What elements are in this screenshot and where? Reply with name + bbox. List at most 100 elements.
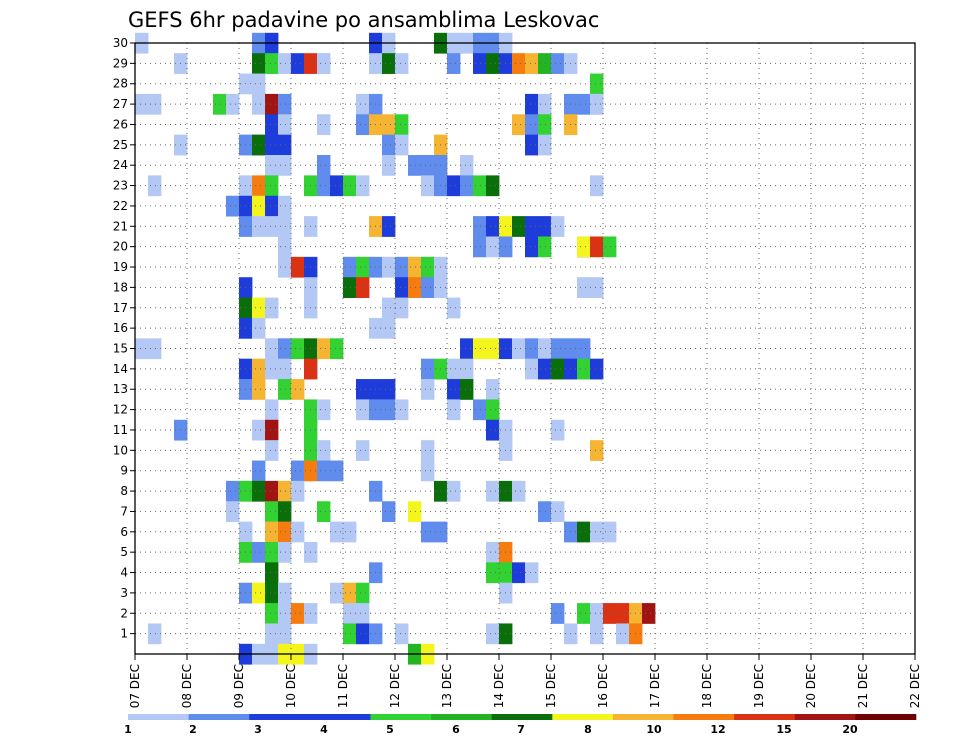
heatmap-cell — [343, 175, 357, 197]
heatmap-cell — [382, 134, 396, 156]
heatmap-cell — [473, 175, 487, 197]
heatmap-cell — [265, 541, 279, 563]
heatmap-cell — [473, 399, 487, 421]
y-tick-label: 25 — [113, 138, 128, 152]
heatmap-cell — [278, 501, 292, 523]
heatmap-cell — [395, 297, 409, 319]
colorbar-segment — [128, 714, 189, 720]
heatmap-cell — [317, 175, 331, 197]
colorbar-label: 6 — [452, 723, 460, 736]
heatmap-cell — [226, 195, 240, 217]
heatmap-cell — [473, 338, 487, 360]
heatmap-cell — [577, 358, 591, 380]
heatmap-cell — [460, 155, 474, 176]
heatmap-cell — [278, 379, 292, 400]
heatmap-cell — [226, 480, 240, 502]
x-tick-label: 10 DEC — [284, 664, 298, 708]
heatmap-cell — [252, 175, 266, 197]
heatmap-cell — [265, 93, 279, 115]
heatmap-cell — [291, 480, 305, 502]
heatmap-cell — [382, 297, 396, 319]
heatmap-cell — [265, 195, 279, 217]
y-tick-label: 30 — [113, 36, 128, 50]
heatmap-cell — [343, 623, 357, 645]
heatmap-cell — [252, 358, 266, 380]
heatmap-cell — [278, 155, 292, 176]
colorbar-segment — [673, 714, 735, 720]
colorbar-segment — [431, 714, 492, 720]
heatmap-cell — [252, 317, 266, 339]
heatmap-cell — [382, 399, 396, 421]
heatmap-cell — [421, 175, 435, 197]
heatmap-cell — [382, 501, 396, 523]
x-axis: 07 DEC 08 DEC 09 DEC 10 DEC 11 DEC 12 DEC 13 D… — [128, 654, 922, 708]
heatmap-cell — [590, 236, 604, 258]
heatmap-cell — [278, 541, 292, 563]
heatmap-cell — [538, 134, 552, 156]
heatmap-cell — [317, 114, 331, 136]
heatmap-cell — [148, 175, 162, 197]
heatmap-cell — [460, 379, 474, 400]
colorbar-segment — [552, 714, 614, 720]
heatmap-cell — [421, 155, 435, 176]
heatmap-cell — [356, 93, 370, 115]
heatmap-cell — [135, 338, 149, 360]
heatmap-cell — [148, 93, 162, 115]
heatmap-cell — [538, 216, 552, 237]
heatmap-cell — [265, 521, 279, 543]
heatmap-cell — [525, 216, 539, 237]
y-tick-label: 10 — [113, 443, 128, 457]
heatmap-cell — [421, 256, 435, 278]
heatmap-cell — [395, 53, 409, 74]
heatmap-cell — [265, 501, 279, 523]
heatmap-cell — [421, 277, 435, 298]
heatmap-cell — [265, 134, 279, 156]
heatmap-cell — [447, 53, 461, 74]
x-tick-label: 15 DEC — [544, 664, 558, 708]
y-tick-label: 7 — [120, 504, 128, 518]
heatmap-cell — [343, 521, 357, 543]
heatmap-cell — [525, 236, 539, 258]
heatmap-cell — [265, 440, 279, 461]
heatmap-cell — [486, 379, 500, 400]
heatmap-cell — [590, 175, 604, 197]
heatmap-cell — [291, 460, 305, 482]
heatmap-cell — [577, 338, 591, 360]
heatmap-cell — [382, 256, 396, 278]
heatmap-cell — [616, 623, 630, 645]
heatmap-cell — [356, 256, 370, 278]
heatmap-cell — [525, 562, 539, 584]
x-tick-label: 19 DEC — [752, 664, 766, 708]
heatmap-cell — [525, 93, 539, 115]
heatmap-cell — [538, 236, 552, 258]
heatmap-cell — [291, 338, 305, 360]
heatmap-cell — [486, 53, 500, 74]
heatmap-cell — [421, 379, 435, 400]
heatmap-cell — [278, 53, 292, 74]
colorbar-segment — [491, 714, 553, 720]
heatmap-cell — [265, 338, 279, 360]
x-tick-label: 16 DEC — [596, 664, 610, 708]
y-tick-label: 12 — [113, 403, 128, 417]
heatmap-cell — [356, 603, 370, 624]
heatmap-cell — [538, 93, 552, 115]
colorbar-label: 7 — [517, 723, 525, 736]
grid-lines — [135, 42, 915, 654]
heatmap-cell — [512, 114, 526, 136]
heatmap-cell — [551, 216, 565, 237]
x-tick-label: 13 DEC — [440, 664, 454, 708]
y-tick-label: 22 — [113, 199, 128, 213]
colorbar-segment — [188, 714, 250, 720]
heatmap-cell — [525, 134, 539, 156]
heatmap-cell — [265, 399, 279, 421]
heatmap-cell — [278, 195, 292, 217]
heatmap-cell — [317, 155, 331, 176]
heatmap-cell — [525, 114, 539, 136]
colorbar-label: 3 — [254, 723, 262, 736]
heatmap-cell — [278, 236, 292, 258]
colorbar-legend: 1 2 3 4 5 6 7 8 10 12 15 20 — [124, 714, 917, 736]
heatmap-cell — [343, 582, 357, 604]
heatmap-cell — [512, 216, 526, 237]
heatmap-cell — [356, 582, 370, 604]
heatmap-cell — [408, 256, 422, 278]
